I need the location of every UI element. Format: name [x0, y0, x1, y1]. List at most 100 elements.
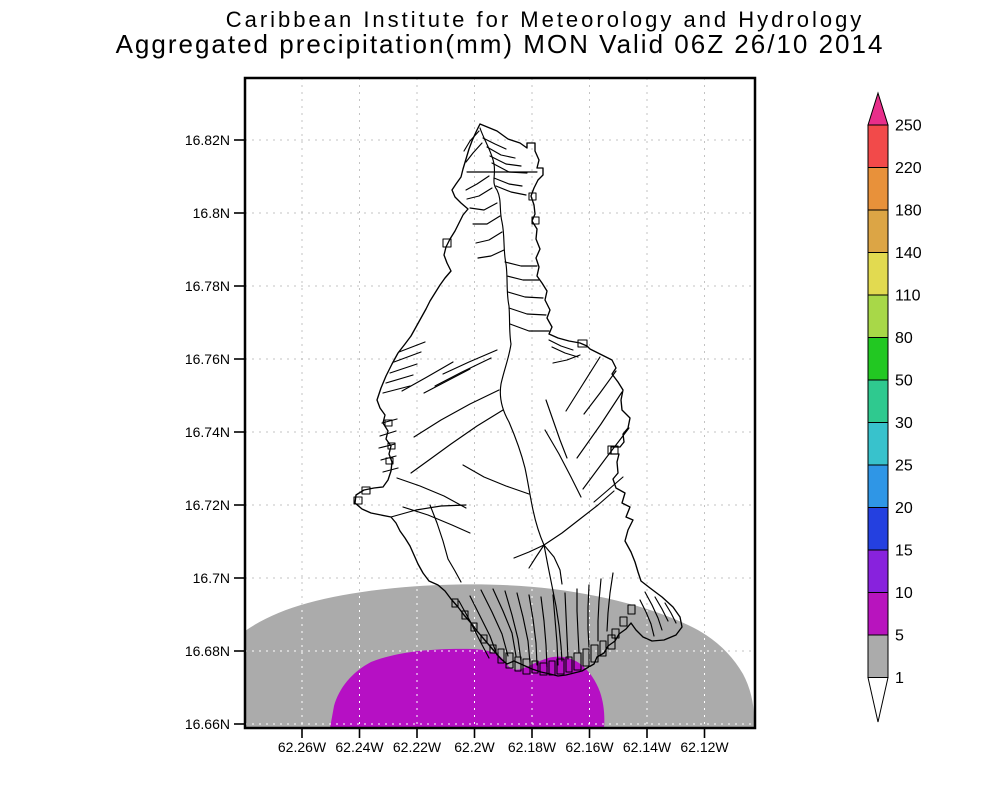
stream-line: [482, 137, 507, 150]
colorbar-level-label: 140: [895, 245, 922, 262]
colorbar-segment: [867, 337, 889, 381]
stream-line: [664, 602, 677, 624]
colorbar-segment: [867, 507, 889, 551]
stream-line: [544, 429, 582, 498]
basin-box: [577, 339, 588, 348]
basin-box: [573, 652, 582, 671]
stream-line: [382, 385, 411, 394]
stream-line: [644, 591, 663, 631]
colorbar-level-label: 15: [895, 543, 913, 560]
stream-line: [393, 351, 422, 363]
stream-line: [593, 476, 624, 503]
stream-line: [582, 427, 630, 490]
y-tick-label: 16.74N: [185, 424, 230, 440]
basin-box: [539, 662, 548, 676]
x-tick-label: 62.22W: [393, 739, 442, 755]
colorbar-level-label: 180: [895, 203, 922, 220]
colorbar-segment: [867, 592, 889, 636]
stream-line: [385, 374, 414, 384]
basin-box: [353, 496, 363, 505]
stream-line: [402, 506, 471, 534]
colorbar-segment: [867, 294, 889, 338]
axes: 16.82N 16.8N 16.78N 16.76N 16.74N 16.72N 16.7N…: [185, 132, 730, 755]
stream-line: [465, 142, 483, 163]
colorbar-segment: [867, 634, 889, 678]
basin-box: [451, 598, 459, 608]
stream-line: [543, 544, 563, 585]
basin-box: [565, 656, 573, 673]
y-tick-label: 16.82N: [185, 132, 230, 148]
colorbar: 250 220 180 140 110 80 50 30 25 20 15 10 5 1: [867, 91, 922, 723]
x-tick-label: 62.24W: [335, 739, 384, 755]
colorbar-segment: [867, 252, 889, 296]
stream-line: [551, 346, 579, 358]
stream-line: [576, 588, 580, 654]
island-watersheds: [353, 123, 683, 677]
basin-box: [619, 616, 628, 627]
stream-line: [465, 175, 490, 191]
stream-line: [396, 477, 467, 509]
stream-line: [378, 443, 396, 449]
y-tick-label: 16.68N: [185, 643, 230, 659]
y-tick-label: 16.78N: [185, 278, 230, 294]
stream-line: [606, 572, 614, 632]
map-frame: [243, 76, 757, 730]
basin-box: [387, 442, 396, 450]
y-tick-label: 16.7N: [193, 570, 230, 586]
stream-line: [463, 130, 480, 152]
colorbar-segment: [867, 549, 889, 593]
x-tick-label: 62.12W: [680, 739, 729, 755]
basin-box: [531, 660, 539, 674]
y-tick-label: 16.66N: [185, 716, 230, 732]
graticule-white: [245, 584, 754, 728]
basin-box: [480, 634, 488, 644]
stream-line: [543, 490, 615, 546]
island-coastline: [354, 123, 683, 677]
stream-line: [548, 339, 574, 351]
stream-line: [495, 185, 527, 196]
colorbar-level-label: 10: [895, 585, 913, 602]
stream-line: [389, 363, 418, 374]
y-tick-label: 16.8N: [193, 205, 230, 221]
colorbar-under-arrow: [867, 677, 889, 723]
x-tick-label: 62.2W: [454, 739, 495, 755]
stream-line: [528, 544, 545, 569]
colorbar-level-label: 50: [895, 373, 913, 390]
basin-box: [461, 610, 469, 620]
stream-line: [513, 544, 545, 559]
stream-line: [477, 249, 505, 259]
stream-line: [545, 399, 568, 459]
colorbar-segment: [867, 167, 889, 211]
colorbar-level-label: 25: [895, 458, 913, 475]
stream-line: [423, 368, 471, 394]
stream-line: [552, 354, 581, 364]
colorbar-level-label: 220: [895, 160, 922, 177]
colorbar-segment: [867, 209, 889, 253]
colorbar-segment: [867, 379, 889, 423]
stream-line: [516, 592, 531, 664]
colorbar-level-label: 80: [895, 330, 913, 347]
basin-box: [489, 644, 497, 654]
stream-line: [528, 594, 538, 666]
stream-line: [639, 599, 655, 637]
stream-line: [479, 127, 545, 546]
y-tick-label: 16.76N: [185, 351, 230, 367]
stream-line: [507, 291, 544, 299]
stream-line: [564, 592, 569, 660]
basin-box: [505, 652, 514, 669]
stream-line: [565, 356, 601, 412]
stream-line: [413, 389, 500, 438]
stream-line: [540, 596, 548, 668]
stream-line: [398, 341, 426, 353]
colorbar-segment: [867, 124, 889, 168]
stream-line: [493, 177, 523, 187]
basin-box: [442, 238, 452, 248]
stream-line: [390, 504, 467, 518]
stream-line: [504, 261, 538, 267]
stream-line: [462, 464, 530, 495]
x-tick-label: 62.16W: [565, 739, 614, 755]
colorbar-segment: [867, 464, 889, 508]
colorbar-level-label: 110: [895, 288, 921, 305]
y-tick-label: 16.72N: [185, 497, 230, 513]
